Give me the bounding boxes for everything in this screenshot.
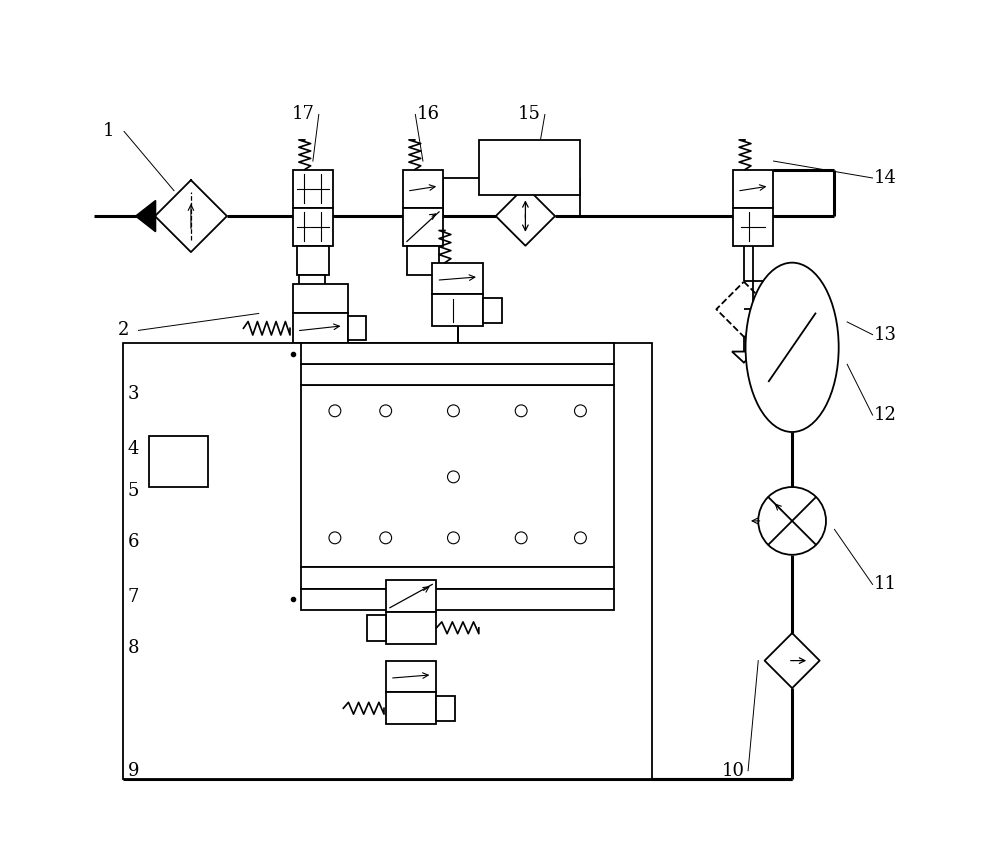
Bar: [293, 207, 333, 245]
Bar: [733, 169, 773, 207]
Bar: [479, 140, 580, 195]
Text: 12: 12: [874, 406, 897, 424]
Bar: [293, 283, 348, 314]
Bar: [149, 436, 208, 487]
Circle shape: [515, 532, 527, 543]
Bar: [483, 297, 502, 323]
Ellipse shape: [746, 263, 839, 432]
Bar: [367, 615, 386, 640]
Text: 11: 11: [874, 575, 897, 594]
Bar: [293, 314, 348, 343]
Circle shape: [515, 405, 527, 416]
Bar: [386, 661, 436, 692]
Bar: [432, 295, 483, 326]
Text: 5: 5: [128, 482, 139, 500]
Text: 17: 17: [292, 105, 315, 124]
Circle shape: [380, 532, 392, 543]
Polygon shape: [732, 352, 756, 363]
Circle shape: [575, 532, 586, 543]
Text: 10: 10: [721, 762, 744, 779]
Bar: [299, 276, 325, 296]
Bar: [407, 245, 439, 276]
Bar: [348, 316, 366, 340]
Text: 6: 6: [128, 533, 139, 551]
Bar: [403, 207, 443, 245]
Text: 8: 8: [128, 638, 139, 657]
Text: 15: 15: [518, 105, 541, 124]
Text: 13: 13: [874, 326, 897, 344]
Circle shape: [448, 405, 459, 416]
Circle shape: [575, 405, 586, 416]
Text: 2: 2: [118, 321, 129, 340]
Bar: [297, 245, 329, 276]
Text: 9: 9: [128, 762, 139, 779]
Text: 16: 16: [417, 105, 440, 124]
Bar: [436, 696, 455, 721]
Bar: [301, 343, 614, 365]
Circle shape: [329, 405, 341, 416]
Polygon shape: [136, 200, 155, 232]
Circle shape: [329, 532, 341, 543]
Bar: [301, 365, 614, 385]
Text: 3: 3: [128, 384, 139, 403]
Bar: [123, 343, 652, 779]
Circle shape: [380, 405, 392, 416]
Circle shape: [448, 471, 459, 483]
Bar: [403, 169, 443, 207]
Bar: [386, 692, 436, 724]
Bar: [301, 588, 614, 610]
Circle shape: [448, 532, 459, 543]
Bar: [733, 207, 773, 245]
Circle shape: [758, 487, 826, 555]
Text: 14: 14: [874, 169, 897, 187]
Bar: [432, 263, 483, 295]
Bar: [386, 581, 436, 612]
Bar: [301, 568, 614, 588]
Bar: [301, 385, 614, 568]
Bar: [293, 169, 333, 207]
Text: 1: 1: [103, 123, 115, 141]
Bar: [386, 612, 436, 644]
Text: 7: 7: [128, 588, 139, 607]
Text: 4: 4: [128, 440, 139, 458]
